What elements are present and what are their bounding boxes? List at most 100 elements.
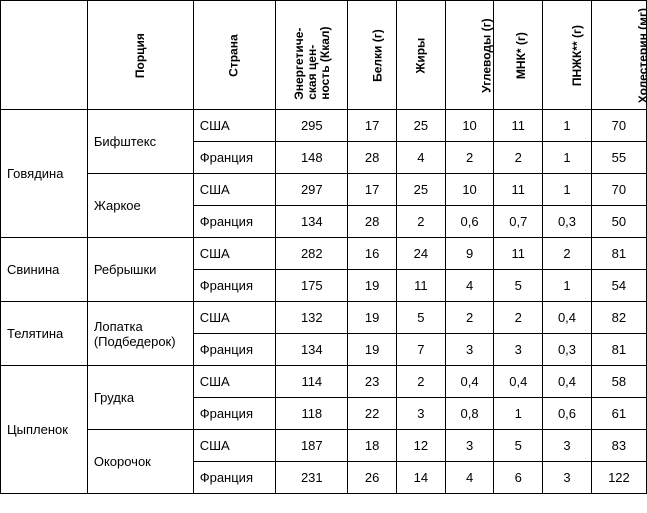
cell-carbs: 10 xyxy=(445,174,494,206)
cell-mnk: 6 xyxy=(494,462,543,494)
cell-chol: 81 xyxy=(591,334,646,366)
cell-country: Франция xyxy=(193,462,276,494)
cell-portion: Грудка xyxy=(87,366,193,430)
cell-protein: 23 xyxy=(348,366,397,398)
cell-carbs: 10 xyxy=(445,110,494,142)
cell-fat: 11 xyxy=(397,270,446,302)
cell-pnjk: 0,3 xyxy=(543,206,592,238)
cell-protein: 18 xyxy=(348,430,397,462)
cell-mnk: 11 xyxy=(494,238,543,270)
cell-country: США xyxy=(193,302,276,334)
cell-chol: 61 xyxy=(591,398,646,430)
cell-mnk: 2 xyxy=(494,142,543,174)
header-row: Порция Страна Энергетиче- ская цен- ност… xyxy=(1,1,647,110)
cell-protein: 17 xyxy=(348,174,397,206)
cell-chol: 82 xyxy=(591,302,646,334)
table-row: ОкорочокСША187181235383 xyxy=(1,430,647,462)
cell-fat: 12 xyxy=(397,430,446,462)
col-protein: Белки (г) xyxy=(348,1,397,110)
cell-country: США xyxy=(193,174,276,206)
cell-fat: 24 xyxy=(397,238,446,270)
cell-energy: 134 xyxy=(276,334,348,366)
cell-carbs: 4 xyxy=(445,270,494,302)
cell-pnjk: 3 xyxy=(543,462,592,494)
cell-energy: 231 xyxy=(276,462,348,494)
cell-mnk: 0,7 xyxy=(494,206,543,238)
nutrition-table: Порция Страна Энергетиче- ская цен- ност… xyxy=(0,0,647,494)
cell-pnjk: 1 xyxy=(543,174,592,206)
cell-protein: 19 xyxy=(348,270,397,302)
cell-carbs: 2 xyxy=(445,142,494,174)
cell-fat: 7 xyxy=(397,334,446,366)
cell-energy: 148 xyxy=(276,142,348,174)
cell-protein: 28 xyxy=(348,142,397,174)
cell-pnjk: 3 xyxy=(543,430,592,462)
cell-fat: 5 xyxy=(397,302,446,334)
cell-fat: 3 xyxy=(397,398,446,430)
col-category xyxy=(1,1,88,110)
cell-mnk: 5 xyxy=(494,430,543,462)
cell-energy: 118 xyxy=(276,398,348,430)
cell-chol: 122 xyxy=(591,462,646,494)
cell-energy: 297 xyxy=(276,174,348,206)
cell-energy: 132 xyxy=(276,302,348,334)
cell-fat: 4 xyxy=(397,142,446,174)
cell-mnk: 2 xyxy=(494,302,543,334)
cell-country: США xyxy=(193,430,276,462)
cell-mnk: 3 xyxy=(494,334,543,366)
cell-fat: 25 xyxy=(397,110,446,142)
cell-country: Франция xyxy=(193,270,276,302)
cell-mnk: 5 xyxy=(494,270,543,302)
cell-portion: Окорочок xyxy=(87,430,193,494)
cell-protein: 22 xyxy=(348,398,397,430)
cell-carbs: 3 xyxy=(445,430,494,462)
cell-country: Франция xyxy=(193,142,276,174)
cell-carbs: 2 xyxy=(445,302,494,334)
table-row: СвининаРебрышкиСША2821624911281 xyxy=(1,238,647,270)
cell-country: Франция xyxy=(193,206,276,238)
cell-carbs: 3 xyxy=(445,334,494,366)
cell-country: США xyxy=(193,366,276,398)
col-carbs: Углеводы (г) xyxy=(445,1,494,110)
table-row: ЖаркоеСША29717251011170 xyxy=(1,174,647,206)
cell-fat: 14 xyxy=(397,462,446,494)
col-pnjk: ПНЖК** (г) xyxy=(543,1,592,110)
cell-chol: 70 xyxy=(591,110,646,142)
cell-chol: 83 xyxy=(591,430,646,462)
cell-mnk: 11 xyxy=(494,110,543,142)
cell-protein: 17 xyxy=(348,110,397,142)
cell-portion: Жаркое xyxy=(87,174,193,238)
cell-country: США xyxy=(193,110,276,142)
cell-chol: 55 xyxy=(591,142,646,174)
table-row: ЦыпленокГрудкаСША1142320,40,40,458 xyxy=(1,366,647,398)
cell-pnjk: 1 xyxy=(543,142,592,174)
cell-chol: 50 xyxy=(591,206,646,238)
cell-protein: 19 xyxy=(348,302,397,334)
cell-chol: 81 xyxy=(591,238,646,270)
cell-carbs: 9 xyxy=(445,238,494,270)
cell-pnjk: 0,3 xyxy=(543,334,592,366)
cell-pnjk: 1 xyxy=(543,110,592,142)
cell-fat: 25 xyxy=(397,174,446,206)
cell-carbs: 0,4 xyxy=(445,366,494,398)
cell-country: Франция xyxy=(193,334,276,366)
cell-chol: 58 xyxy=(591,366,646,398)
col-fat: Жиры xyxy=(397,1,446,110)
cell-country: Франция xyxy=(193,398,276,430)
cell-category: Свинина xyxy=(1,238,88,302)
cell-pnjk: 0,4 xyxy=(543,302,592,334)
cell-country: США xyxy=(193,238,276,270)
cell-category: Цыпленок xyxy=(1,366,88,494)
cell-portion: Лопатка (Подбедерок) xyxy=(87,302,193,366)
cell-energy: 134 xyxy=(276,206,348,238)
cell-protein: 16 xyxy=(348,238,397,270)
col-energy: Энергетиче- ская цен- ность (Ккал) xyxy=(276,1,348,110)
cell-fat: 2 xyxy=(397,206,446,238)
cell-portion: Бифштекс xyxy=(87,110,193,174)
cell-energy: 295 xyxy=(276,110,348,142)
table-row: ТелятинаЛопатка (Подбедерок)США132195220… xyxy=(1,302,647,334)
cell-category: Телятина xyxy=(1,302,88,366)
cell-carbs: 4 xyxy=(445,462,494,494)
cell-energy: 187 xyxy=(276,430,348,462)
col-mnk: МНК* (г) xyxy=(494,1,543,110)
